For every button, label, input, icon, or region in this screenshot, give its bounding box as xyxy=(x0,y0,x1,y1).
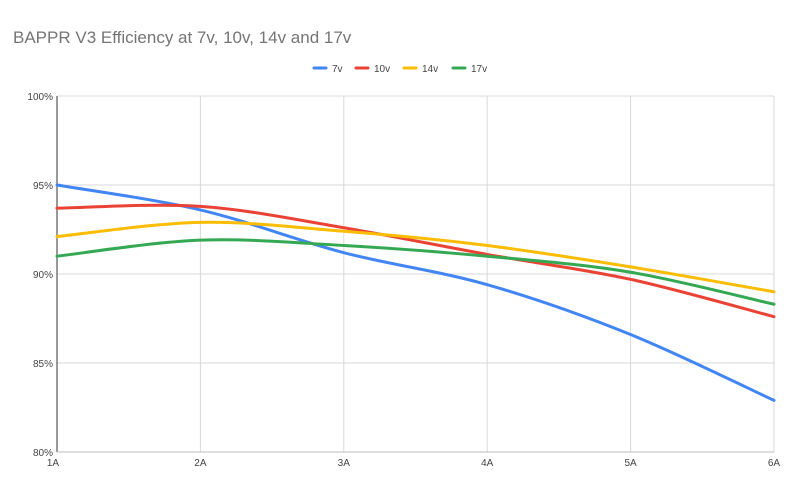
series-line-10v xyxy=(55,203,776,319)
y-tick-label: 80% xyxy=(33,448,53,459)
x-tick-label: 4A xyxy=(481,458,494,469)
grid xyxy=(56,95,775,453)
tick-labels: 80% 85% 90% 95% 100% 1A 2A 3A 4A 5A 6A xyxy=(27,92,780,469)
y-tick-label: 85% xyxy=(33,359,53,370)
series-lines xyxy=(55,183,776,402)
legend: 7v 10v 14v 17v xyxy=(312,64,487,75)
x-tick-label: 2A xyxy=(194,458,207,469)
series-line-7v xyxy=(55,183,776,402)
chart-title: BAPPR V3 Efficiency at 7v, 10v, 14v and … xyxy=(13,28,352,47)
x-tick-label: 6A xyxy=(768,458,781,469)
legend-label-7v: 7v xyxy=(332,64,343,75)
legend-label-14v: 14v xyxy=(422,64,438,75)
series-line-17v xyxy=(55,238,776,306)
legend-label-10v: 10v xyxy=(374,64,390,75)
y-tick-label: 100% xyxy=(27,92,53,103)
x-tick-label: 3A xyxy=(338,458,351,469)
series-line-14v xyxy=(55,220,776,294)
x-tick-label: 5A xyxy=(624,458,637,469)
x-tick-label: 1A xyxy=(47,458,60,469)
y-tick-label: 90% xyxy=(33,270,53,281)
y-tick-label: 95% xyxy=(33,181,53,192)
legend-label-17v: 17v xyxy=(471,64,487,75)
